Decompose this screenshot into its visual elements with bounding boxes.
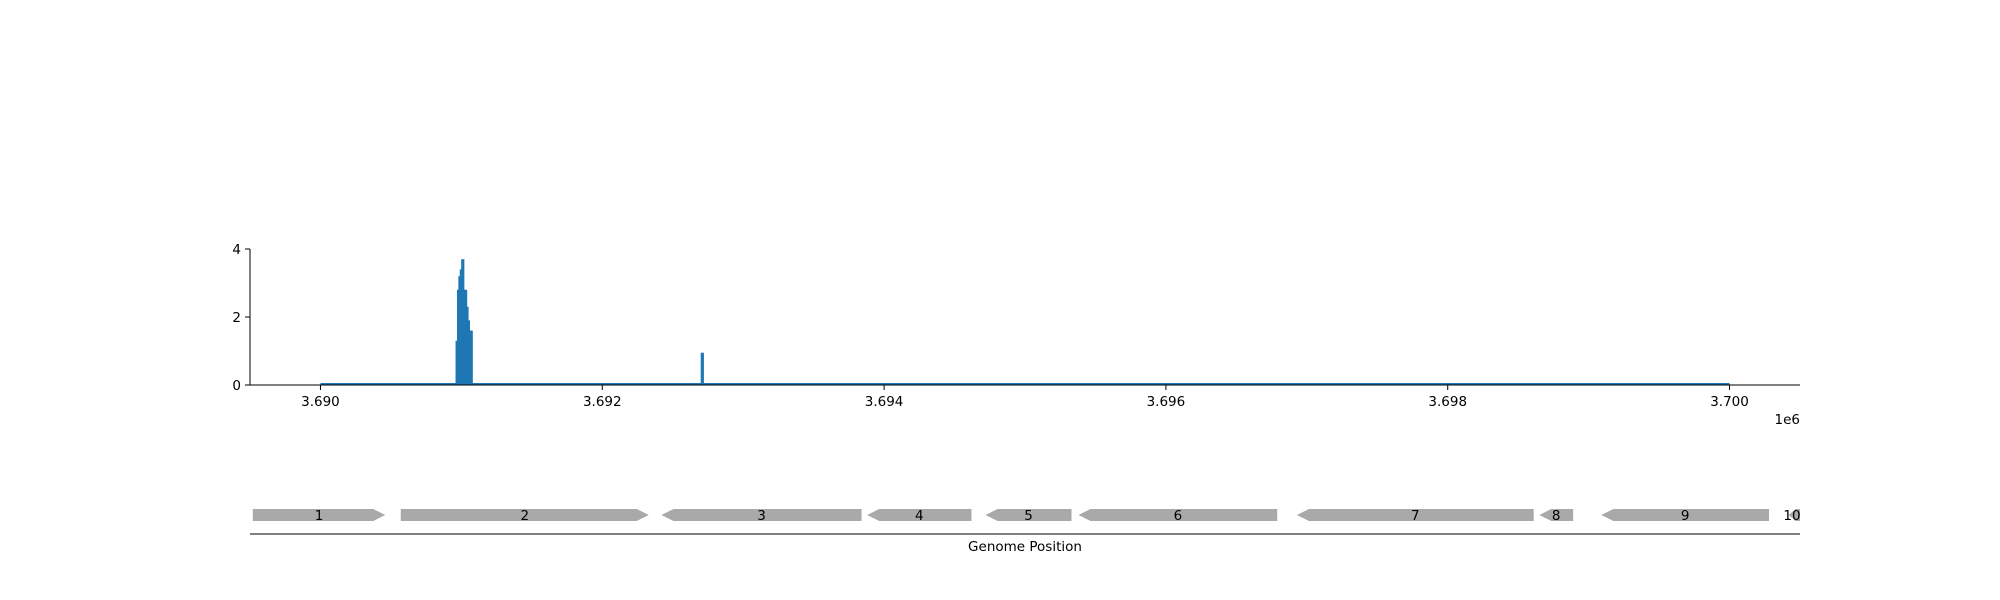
gene-arrows: 1 2 3 4 5 6 7 8 9 10: [252, 508, 1801, 524]
gene-arrow-9: [1601, 509, 1769, 521]
gene-label-4: 4: [915, 508, 924, 524]
gene-arrow-2: [400, 509, 649, 521]
gene-track: 1 2 3 4 5 6 7 8 9 10 Genome Position: [250, 508, 1801, 555]
x-axis-ticks: 3.690 3.692 3.694 3.696 3.698 3.700: [301, 385, 1749, 410]
x-tick-label-5: 3.700: [1710, 394, 1749, 410]
gene-arrow-8: [1539, 509, 1574, 521]
y-axis-ticks: 0 2 4: [232, 242, 250, 394]
gene-label-10: 10: [1783, 508, 1800, 524]
coverage-bar-10: [469, 330, 473, 385]
x-tick-label-2: 3.694: [865, 394, 904, 410]
y-tick-label-1: 2: [232, 310, 241, 326]
x-tick-label-4: 3.698: [1428, 394, 1467, 410]
gene-arrow-7: [1296, 509, 1534, 521]
gene-label-5: 5: [1024, 508, 1033, 524]
coverage-bars: [455, 259, 704, 385]
coverage-plot: 0 2 4 3.690 3.692 3.694 3.696 3.698 3.700 1e6: [232, 242, 1800, 428]
y-tick-label-0: 0: [232, 378, 241, 394]
x-tick-label-0: 3.690: [301, 394, 340, 410]
gene-arrow-5: [985, 509, 1072, 521]
gene-arrow-4: [867, 509, 972, 521]
gene-label-3: 3: [757, 508, 766, 524]
gene-arrow-10: [1788, 509, 1800, 521]
gene-label-9: 9: [1681, 508, 1690, 524]
x-tick-label-1: 3.692: [583, 394, 622, 410]
gene-label-6: 6: [1174, 508, 1183, 524]
gene-arrow-3: [661, 509, 862, 521]
gene-label-8: 8: [1552, 508, 1561, 524]
gene-label-2: 2: [520, 508, 529, 524]
x-tick-label-3: 3.696: [1147, 394, 1186, 410]
gene-arrow-6: [1078, 509, 1278, 521]
x-axis-title: Genome Position: [968, 539, 1082, 555]
y-tick-label-2: 4: [232, 242, 241, 258]
gene-label-7: 7: [1411, 508, 1420, 524]
coverage-bar-11: [700, 352, 704, 385]
x-axis-offset-label: 1e6: [1775, 412, 1800, 428]
gene-arrow-1: [252, 509, 386, 521]
gene-label-1: 1: [315, 508, 324, 524]
